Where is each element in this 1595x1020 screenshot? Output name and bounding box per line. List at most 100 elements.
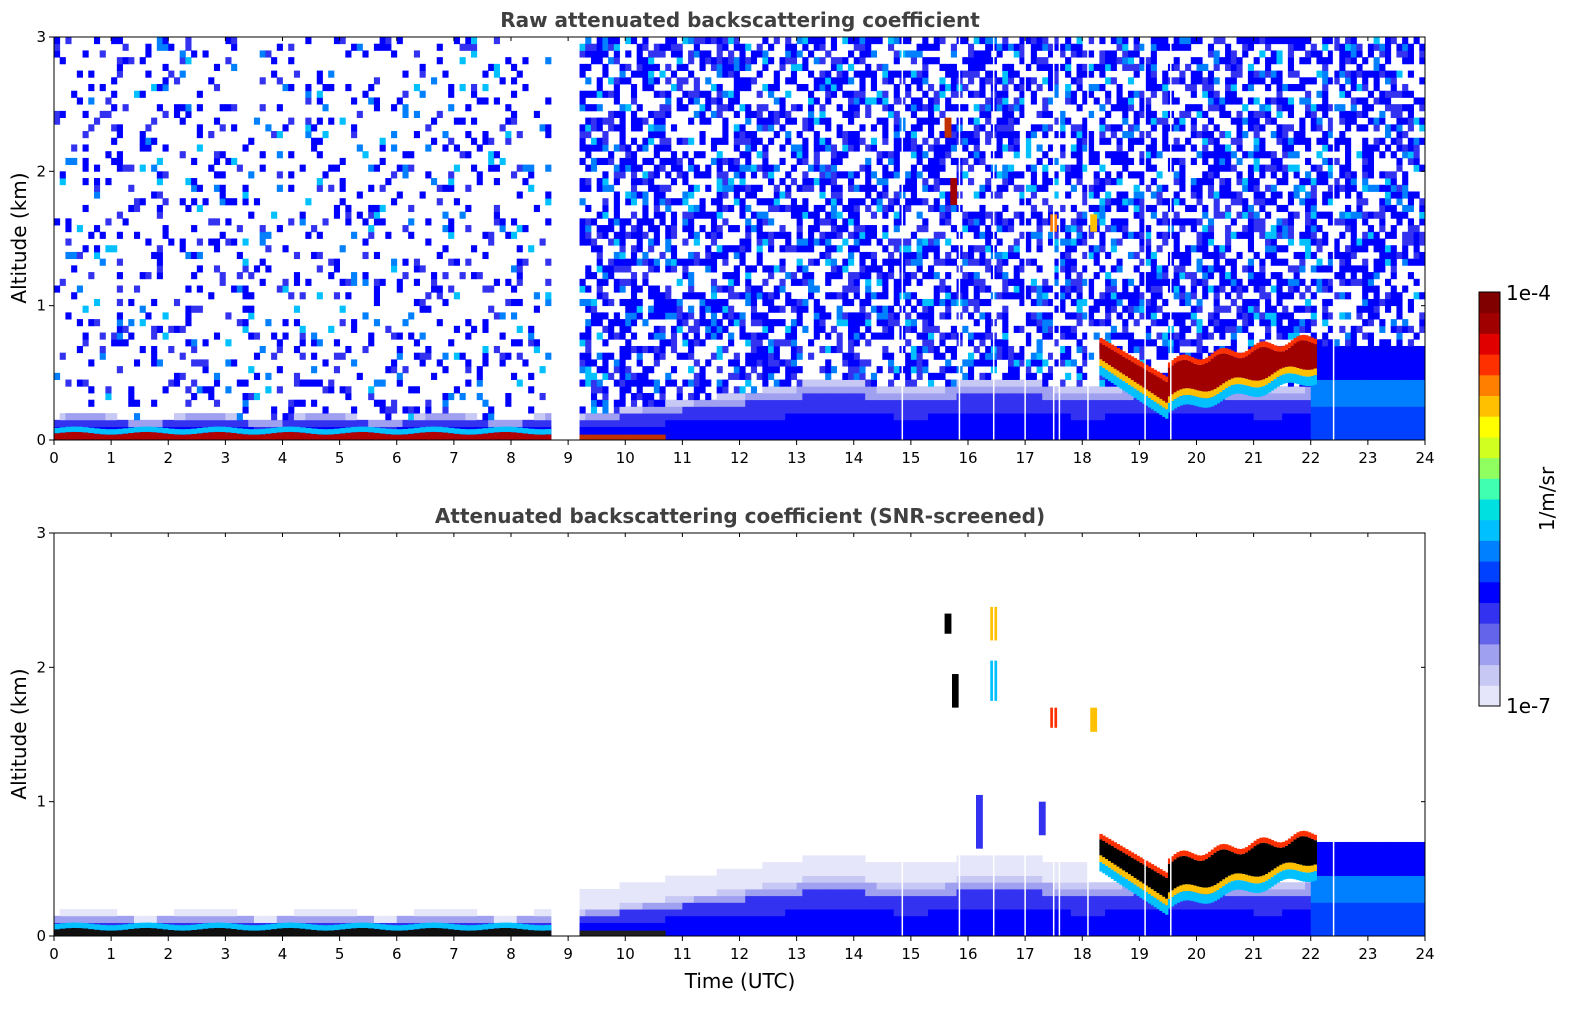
heatmap-cell <box>842 312 849 320</box>
heatmap-cell <box>613 251 620 260</box>
heatmap-cell <box>636 43 643 51</box>
heatmap-cell <box>865 319 872 327</box>
heatmap-cell <box>688 426 695 434</box>
heatmap-cell <box>59 178 66 186</box>
heatmap-cell <box>1150 433 1157 440</box>
heatmap-cell <box>836 345 843 354</box>
heatmap-cell <box>1059 258 1066 266</box>
heatmap-cell <box>1150 413 1157 421</box>
heatmap-cell <box>888 198 895 206</box>
heatmap-cell <box>436 359 443 367</box>
heatmap-cell <box>842 137 849 145</box>
heatmap-cell <box>665 110 672 118</box>
heatmap-cell <box>1087 151 1095 159</box>
heatmap-cell <box>379 144 386 152</box>
heatmap-cell <box>819 399 826 407</box>
heatmap-cell <box>602 419 609 427</box>
heatmap-cell <box>1076 231 1083 239</box>
heatmap-cell <box>493 178 500 186</box>
heatmap-cell <box>1122 198 1129 206</box>
heatmap-cell <box>853 110 860 118</box>
heatmap-cell <box>699 258 706 266</box>
heatmap-cell <box>179 238 186 246</box>
heatmap-cell <box>173 77 181 85</box>
heatmap-cell <box>716 245 723 253</box>
heatmap-cell <box>545 258 552 266</box>
heatmap-cell <box>151 84 158 92</box>
heatmap-cell <box>585 366 592 374</box>
heatmap-cell <box>945 97 952 105</box>
heatmap-cell <box>933 426 940 434</box>
heatmap-cell <box>722 419 729 427</box>
heatmap-cell <box>585 164 592 172</box>
heatmap-cell <box>1059 325 1066 333</box>
heatmap-cell <box>768 84 775 92</box>
heatmap-cell <box>1030 50 1037 58</box>
heatmap-cell <box>1082 231 1089 239</box>
heatmap-cell <box>688 164 695 172</box>
heatmap-cell <box>1070 312 1077 320</box>
heatmap-cell <box>716 97 723 105</box>
heatmap-cell <box>705 298 712 307</box>
heatmap-cell <box>453 325 460 333</box>
heatmap-cell <box>351 278 358 286</box>
heatmap-cell <box>756 285 763 293</box>
heatmap-cell <box>796 406 803 414</box>
heatmap-cell <box>333 164 341 172</box>
heatmap-cell <box>1002 399 1009 407</box>
heatmap-cell <box>362 238 369 246</box>
heatmap-cell <box>1145 251 1152 260</box>
heatmap-cell <box>1065 406 1072 414</box>
heatmap-cell <box>716 251 723 260</box>
heatmap-cell <box>482 352 489 360</box>
heatmap-cell <box>916 50 923 58</box>
heatmap-cell <box>848 184 855 192</box>
heatmap-cell <box>499 359 506 367</box>
heatmap-cell <box>1047 77 1055 85</box>
heatmap-cell <box>1099 413 1106 421</box>
heatmap-cell <box>813 84 820 92</box>
heatmap-cell <box>1019 285 1026 293</box>
heatmap-cell <box>870 433 877 440</box>
heatmap-cell <box>916 359 923 367</box>
heatmap-cell <box>1007 292 1015 300</box>
heatmap-cell <box>865 285 872 293</box>
heatmap-cell <box>756 164 763 172</box>
heatmap-cell <box>1127 419 1135 427</box>
heatmap-cell <box>596 278 603 286</box>
heatmap-cell <box>739 419 746 427</box>
heatmap-cell <box>1036 110 1043 118</box>
heatmap-cell <box>710 218 718 226</box>
heatmap-cell <box>619 131 626 139</box>
heatmap-cell <box>156 359 163 367</box>
heatmap-cell <box>710 419 718 427</box>
heatmap-cell <box>448 285 455 293</box>
heatmap-cell <box>876 332 883 340</box>
heatmap-cell <box>471 137 478 145</box>
heatmap-cell <box>688 325 695 333</box>
heatmap-cell <box>545 419 552 427</box>
heatmap-cell <box>710 238 718 246</box>
heatmap-cell <box>808 339 815 347</box>
heatmap-cell <box>339 157 346 166</box>
heatmap-cell <box>1139 231 1146 239</box>
heatmap-cell <box>54 50 61 58</box>
heatmap-cell <box>682 292 689 300</box>
heatmap-cell <box>659 339 666 347</box>
heatmap-cell <box>402 225 409 233</box>
heatmap-cell <box>968 70 975 78</box>
heatmap-cell <box>1105 386 1112 394</box>
heatmap-cell <box>745 131 752 139</box>
heatmap-cell <box>773 110 780 118</box>
heatmap-cell <box>1030 37 1037 45</box>
heatmap-cell <box>1156 419 1163 427</box>
heatmap-cell <box>688 305 695 313</box>
heatmap-cell <box>590 372 598 380</box>
heatmap-cell <box>1053 171 1060 179</box>
heatmap-cell <box>1116 298 1123 307</box>
heatmap-cell <box>625 77 632 85</box>
heatmap-cell <box>585 131 592 139</box>
heatmap-cell <box>876 406 883 414</box>
heatmap-cell <box>916 426 923 434</box>
heatmap-cell <box>1099 298 1106 307</box>
